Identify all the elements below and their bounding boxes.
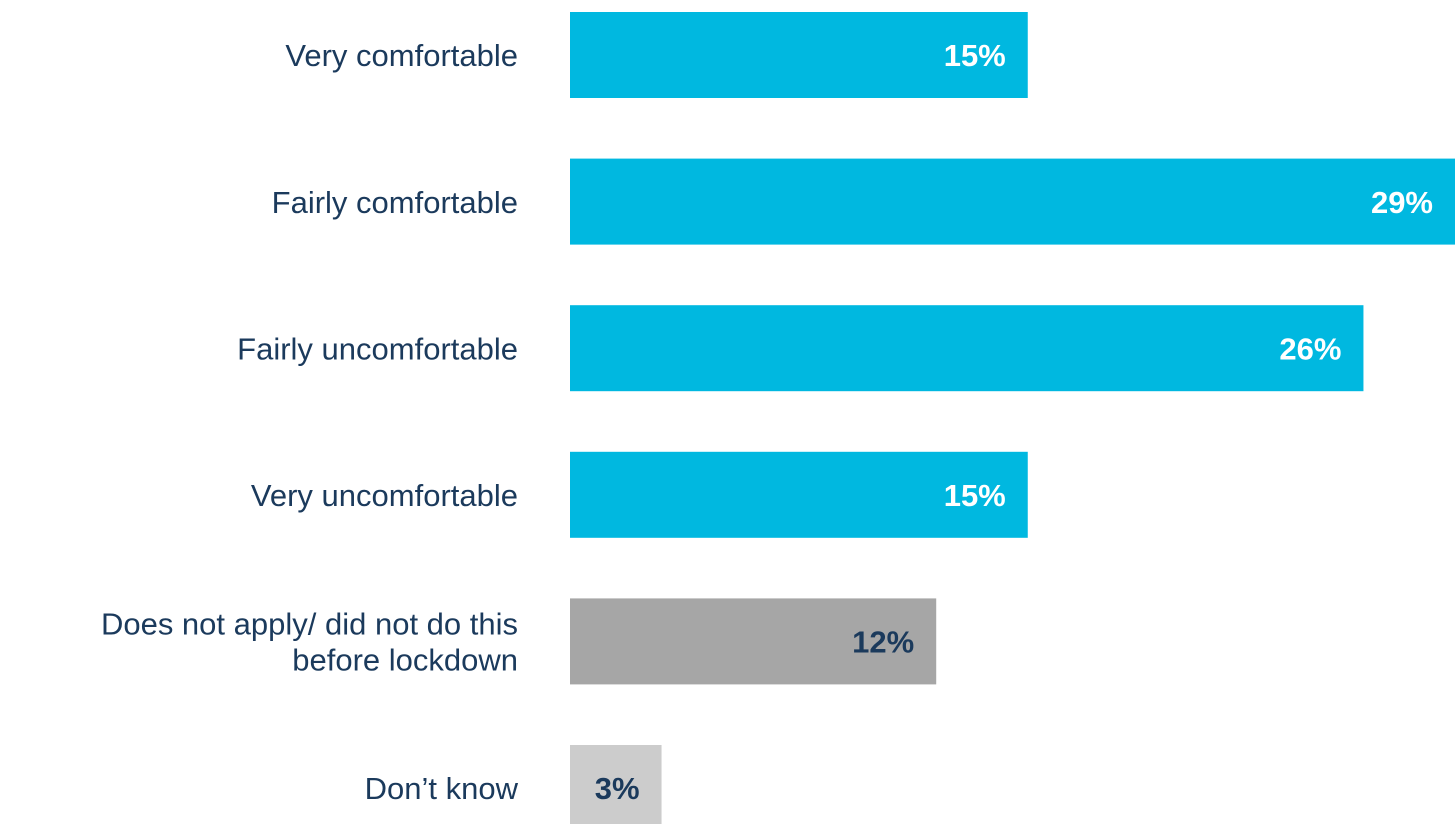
bar bbox=[570, 745, 662, 824]
bar bbox=[570, 305, 1364, 392]
category-label: Very comfortable bbox=[285, 38, 518, 73]
category-label: Very uncomfortable bbox=[251, 478, 518, 513]
bar bbox=[570, 158, 1455, 245]
data-label: 15% bbox=[944, 38, 1006, 73]
data-label: 15% bbox=[944, 478, 1006, 513]
category-label: Fairly uncomfortable bbox=[237, 331, 518, 366]
data-label: 12% bbox=[852, 625, 914, 660]
data-label: 29% bbox=[1371, 185, 1433, 220]
bar bbox=[570, 12, 1028, 98]
category-label: before lockdown bbox=[292, 643, 518, 678]
data-label: 3% bbox=[595, 771, 640, 806]
data-label: 26% bbox=[1279, 331, 1341, 366]
bar bbox=[570, 451, 1028, 538]
bar bbox=[570, 598, 937, 685]
category-label: Don’t know bbox=[365, 771, 519, 806]
category-label: Fairly comfortable bbox=[272, 185, 518, 220]
category-label: Does not apply/ did not do this bbox=[101, 607, 518, 642]
